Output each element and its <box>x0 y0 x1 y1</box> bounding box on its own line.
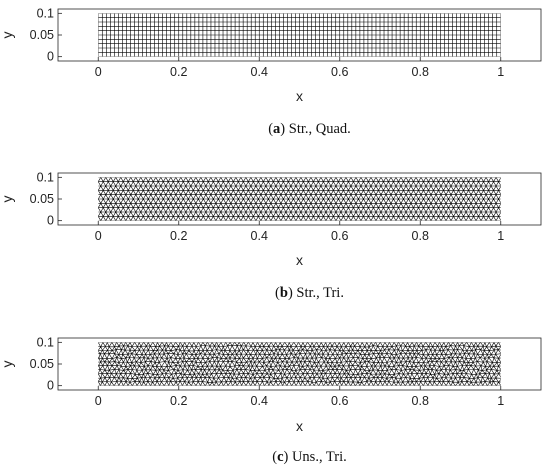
unstructured-tri-lines <box>98 342 501 386</box>
x-tick-label: 1 <box>497 394 504 408</box>
panel-c: 0 0.2 0.4 0.6 0.8 1 0 0.05 0.1 x y (c) Uns., Tri. <box>0 335 542 465</box>
y-tick-label: 0.05 <box>30 28 54 42</box>
y-tick-label: 0 <box>47 50 54 64</box>
tri-grid-lines <box>98 177 501 221</box>
x-tick-label: 0.2 <box>170 229 187 243</box>
y-tick-label: 0.05 <box>30 357 54 371</box>
x-tick-label: 0.6 <box>331 229 348 243</box>
x-tick-label: 0.4 <box>251 65 268 79</box>
panel-b: 0 0.2 0.4 0.6 0.8 1 0 0.05 0.1 x y (b) Str., Tri. <box>0 170 542 301</box>
x-axis-label: x <box>296 252 303 268</box>
mesh-structured-tri <box>98 177 501 221</box>
x-tick-label: 0.8 <box>412 65 429 79</box>
panel-caption: (b) Str., Tri. <box>275 285 344 301</box>
x-tick-label: 0.6 <box>331 65 348 79</box>
x-axis-label: x <box>296 418 303 434</box>
x-tick-label: 0.4 <box>251 229 268 243</box>
x-tick-label: 0.4 <box>251 394 268 408</box>
y-axis-label: y <box>0 32 15 39</box>
panel-caption: (a) Str., Quad. <box>268 121 351 137</box>
panel-caption: (c) Uns., Tri. <box>272 449 347 465</box>
x-tick-label: 0.2 <box>170 65 187 79</box>
y-axis-label: y <box>0 196 15 203</box>
y-tick-label: 0.1 <box>37 170 54 184</box>
x-tick-label: 0 <box>95 394 102 408</box>
x-tick-label: 0 <box>95 65 102 79</box>
panel-a: 0 0.2 0.4 0.6 0.8 1 0 0.05 0.1 x y (a) Str., Quad. <box>0 6 542 137</box>
y-tick-label: 0.1 <box>37 6 54 20</box>
y-tick-label: 0.05 <box>30 192 54 206</box>
x-tick-label: 1 <box>497 65 504 79</box>
x-axis-label: x <box>296 88 303 104</box>
y-tick-label: 0 <box>47 214 54 228</box>
mesh-structured-quad <box>98 13 501 57</box>
x-tick-label: 0.2 <box>170 394 187 408</box>
x-tick-label: 0.6 <box>331 394 348 408</box>
y-tick-label: 0 <box>47 379 54 393</box>
x-tick-label: 0 <box>95 229 102 243</box>
panels: 0 0.2 0.4 0.6 0.8 100.050.1xy(a) Str., Quad.0… <box>0 6 542 465</box>
quad-grid-lines <box>98 13 501 57</box>
x-tick-label: 1 <box>497 229 504 243</box>
mesh-unstructured-tri <box>98 342 501 386</box>
x-tick-label: 0.8 <box>412 394 429 408</box>
x-tick-label: 0.8 <box>412 229 429 243</box>
y-tick-label: 0.1 <box>37 335 54 349</box>
y-axis-label: y <box>0 361 15 368</box>
